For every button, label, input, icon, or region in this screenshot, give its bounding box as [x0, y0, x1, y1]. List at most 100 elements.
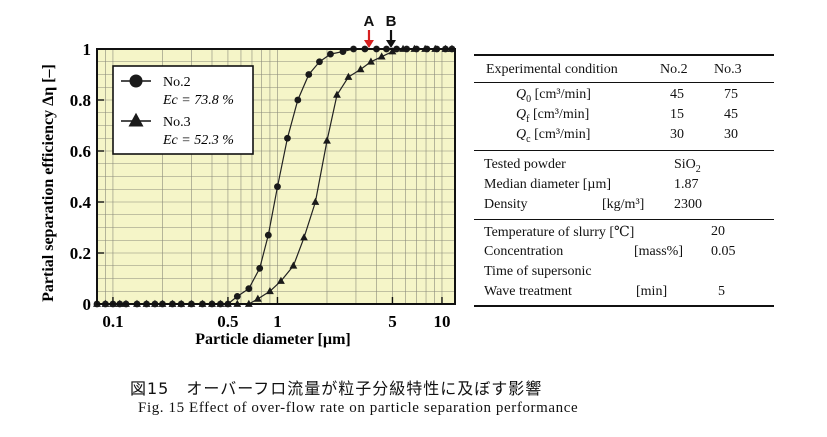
data-point [253, 294, 262, 302]
density-unit: [kg/m³] [602, 197, 645, 212]
row-unit: [cm³/min] [530, 127, 591, 142]
row-subscript: c [526, 133, 531, 145]
data-point [333, 90, 341, 98]
table-bottom-rule [474, 305, 774, 307]
row-subscript: 0 [526, 93, 532, 105]
median-diameter-label: Median diameter [µm] [484, 177, 612, 192]
y-tick-label: 0.6 [70, 142, 91, 161]
table-header-label: Experimental condition [486, 62, 618, 77]
annotation-b: B [386, 13, 397, 48]
x-tick-label: 0.1 [102, 312, 123, 331]
legend-entry-2: No.3 Ec = 52.3 % [121, 112, 234, 148]
data-point [377, 52, 386, 60]
legend-series-name: No.3 [163, 115, 191, 130]
supersonic-label: Time of supersonic [484, 264, 592, 279]
legend-series-sublabel: Ec = 52.3 % [162, 133, 234, 148]
experimental-condition-table: Experimental condition No.2 No.3 Q0 [cm³… [474, 54, 774, 307]
data-point [245, 285, 253, 293]
legend-marker [128, 112, 144, 127]
data-point [367, 57, 375, 65]
y-tick-label: 0.8 [70, 91, 91, 110]
table-row-qf: Qf [cm³/min] [516, 107, 589, 125]
temperature-value: 20 [711, 224, 725, 239]
row-unit: [cm³/min] [531, 87, 591, 102]
caption-japanese: 図15 オーバーフロ流量が粒子分級特性に及ぼす影響 [130, 379, 543, 398]
table-powder-rule [474, 150, 774, 151]
annotation-a: A [364, 13, 375, 48]
data-point [233, 292, 241, 300]
caption-english: Fig. 15 Effect of over-flow rate on part… [138, 400, 579, 416]
x-tick-label: 1 [273, 312, 282, 331]
table-row-qc-no3: 30 [724, 127, 738, 142]
table-row-qf-no2: 15 [670, 107, 684, 122]
annotation-label: B [386, 13, 397, 30]
wave-treatment-unit: [min] [636, 284, 668, 299]
y-tick-label: 0.4 [70, 193, 92, 212]
data-point [388, 47, 397, 55]
row-unit: [cm³/min] [529, 107, 590, 122]
concentration-label: Concentration [484, 244, 564, 259]
y-tick-label: 0 [83, 295, 92, 314]
temperature-label: Temperature of slurry [℃] [484, 225, 635, 240]
tested-powder-value: SiO2 [674, 157, 701, 175]
table-header-col2: No.3 [714, 62, 742, 77]
axis-ticks: 0.1 0.5 1 5 10 0 0.2 0.4 0.6 0.8 1 [70, 40, 451, 331]
table-row-q0-no2: 45 [670, 87, 684, 102]
table-row-q0: Q0 [cm³/min] [516, 87, 591, 105]
data-point [356, 65, 365, 73]
tested-powder-label: Tested powder [484, 157, 566, 172]
concentration-unit: [mass%] [634, 244, 683, 259]
data-point [323, 136, 331, 144]
legend-entry-1: No.2 Ec = 73.8 % [121, 74, 234, 108]
data-point [305, 71, 313, 78]
data-point [284, 134, 291, 142]
tested-powder-subscript: 2 [695, 163, 701, 175]
concentration-value: 0.05 [711, 244, 736, 259]
data-point [289, 261, 298, 269]
data-point [274, 183, 281, 191]
y-tick-label: 0.2 [70, 244, 91, 263]
x-tick-label: 0.5 [217, 312, 238, 331]
wave-treatment-label: Wave treatment [484, 284, 572, 299]
annotation-arrow-head [363, 40, 374, 48]
table-row-qc: Qc [cm³/min] [516, 127, 590, 145]
row-symbol: Q [516, 107, 527, 122]
row-subscript: f [526, 113, 530, 125]
annotation-arrow-head [386, 40, 397, 48]
x-tick-label: 5 [388, 312, 397, 331]
density-value: 2300 [674, 197, 702, 212]
median-diameter-value: 1.87 [674, 177, 699, 192]
tested-powder-formula: SiO [674, 157, 696, 172]
y-axis-label: Partial separation efficiency Δη [–] [40, 64, 57, 302]
legend: No.2 Ec = 73.8 % No.3 Ec = 52.3 % [112, 65, 254, 155]
plot-frame [96, 48, 456, 305]
data-point [344, 72, 353, 80]
data-point [327, 50, 334, 58]
row-symbol: Q [516, 127, 527, 142]
data-point [264, 231, 272, 239]
legend-marker [129, 74, 143, 88]
table-header-rule [474, 82, 774, 83]
table-header-col1: No.2 [660, 62, 688, 77]
table-row-qc-no2: 30 [670, 127, 684, 142]
data-point [311, 197, 320, 205]
legend-series-name: No.2 [163, 75, 191, 90]
annotation-label: A [364, 13, 375, 30]
row-symbol: Q [516, 87, 527, 102]
y-tick-label: 1 [83, 40, 92, 59]
data-point [277, 276, 285, 284]
x-axis-label: Particle diameter [µm] [195, 331, 351, 348]
density-label: Density [484, 197, 528, 212]
table-slurry-rule [474, 219, 774, 220]
wave-treatment-value: 5 [718, 284, 725, 299]
data-point [266, 286, 274, 295]
data-point [256, 264, 264, 272]
data-point [316, 58, 323, 66]
table-top-rule [474, 54, 774, 56]
x-tick-label: 10 [433, 312, 450, 331]
table-row-qf-no3: 45 [724, 107, 738, 122]
data-point [300, 233, 308, 241]
table-row-q0-no3: 75 [724, 87, 738, 102]
